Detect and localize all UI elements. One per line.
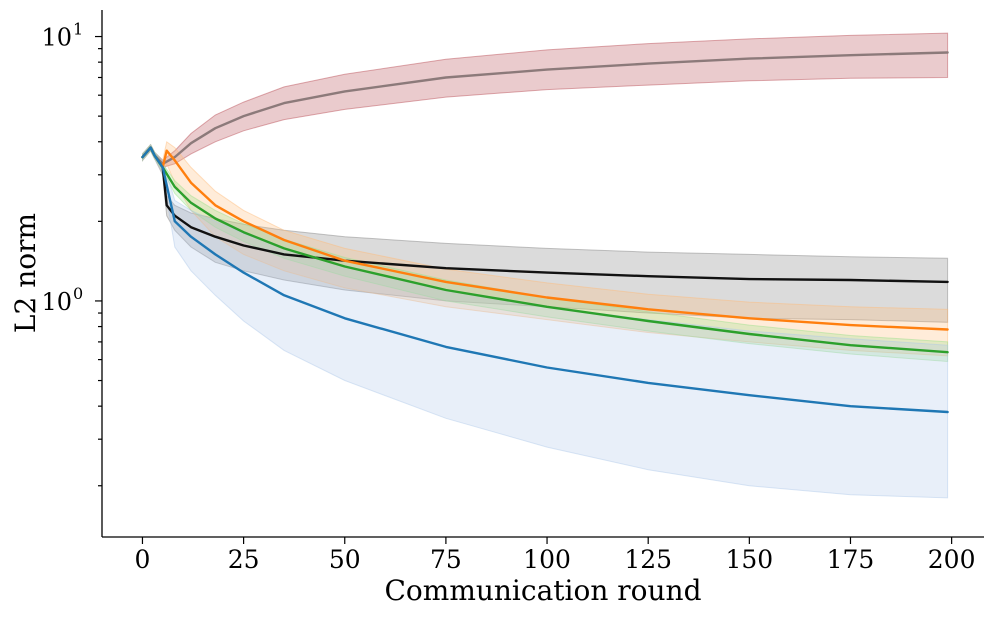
x-tick-label: 125 xyxy=(624,545,672,574)
x-tick-label: 0 xyxy=(135,545,151,574)
blue-line xyxy=(141,146,949,414)
blue-band xyxy=(142,143,949,499)
x-tick-label: 25 xyxy=(228,545,260,574)
x-tick-label: 100 xyxy=(523,545,571,574)
y-tick-label-exponent: 0 xyxy=(73,284,83,303)
x-tick-label: 200 xyxy=(928,545,976,574)
y-tick-label-exponent: 1 xyxy=(73,20,83,39)
y-tick-label-base: 10 xyxy=(41,24,72,52)
x-tick-label: 75 xyxy=(430,545,462,574)
x-tick-label: 150 xyxy=(725,545,773,574)
y-tick-label-base: 10 xyxy=(41,288,72,316)
confidence-bands xyxy=(142,32,949,499)
orange-band xyxy=(142,140,949,357)
series-lines xyxy=(141,51,949,414)
x-tick-label: 50 xyxy=(329,545,361,574)
y-axis-label: L2 norm xyxy=(9,213,42,333)
x-tick-label: 175 xyxy=(827,545,875,574)
brown-band xyxy=(142,32,949,168)
x-axis-ticks: 0 25 50 75 100 125 150 175 200 xyxy=(135,537,976,574)
x-axis-label: Communication round xyxy=(384,574,701,607)
